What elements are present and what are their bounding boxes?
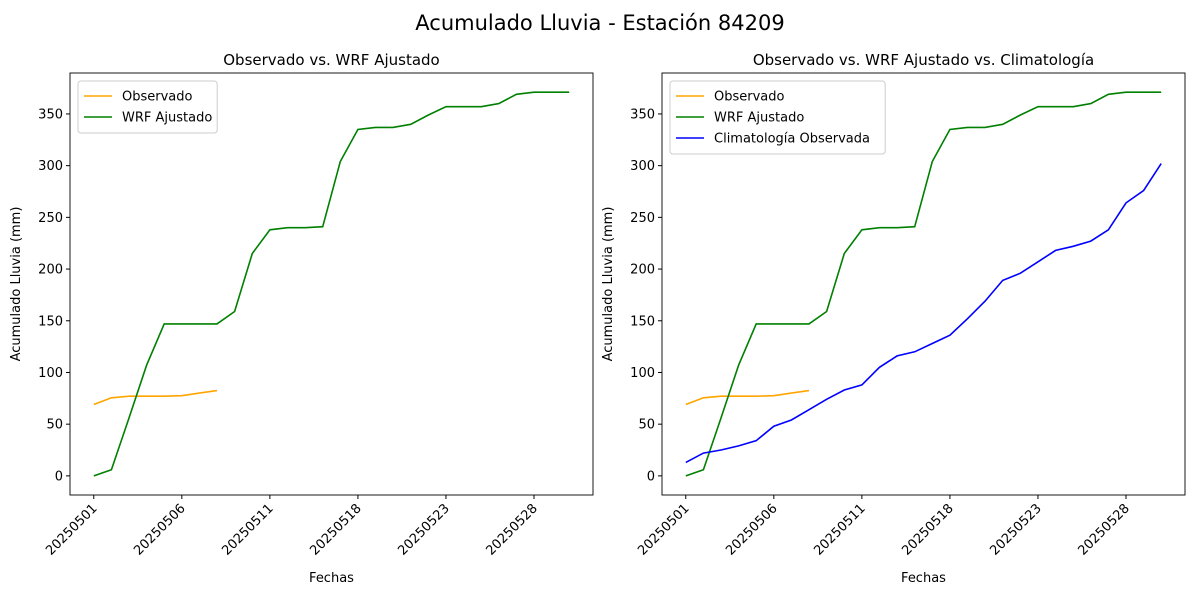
y-tick-label: 350 <box>630 107 655 122</box>
y-tick-label: 50 <box>46 418 63 433</box>
series-line <box>685 163 1162 464</box>
series-line <box>93 91 570 477</box>
y-tick-label: 150 <box>38 314 63 329</box>
legend-label: Observado <box>122 90 193 105</box>
x-tick-label: 20250501 <box>635 501 692 558</box>
legend-label: Climatología Observada <box>714 132 870 147</box>
axes-frame <box>661 72 1186 496</box>
x-axis-label: Fechas <box>309 571 354 586</box>
x-tick-label: 20250506 <box>723 501 780 558</box>
legend-label: Observado <box>714 90 785 105</box>
y-tick-label: 350 <box>38 107 63 122</box>
y-tick-label: 150 <box>630 314 655 329</box>
y-tick-label: 300 <box>630 159 655 174</box>
y-tick-label: 100 <box>38 366 63 381</box>
x-tick-label: 20250501 <box>43 501 100 558</box>
x-tick-label: 20250528 <box>1075 501 1132 558</box>
legend-box <box>669 80 886 155</box>
x-tick-label: 20250506 <box>131 501 188 558</box>
x-tick-label: 20250523 <box>987 501 1044 558</box>
suptitle: Acumulado Lluvia - Estación 84209 <box>415 11 784 35</box>
x-tick-label: 20250528 <box>483 501 540 558</box>
x-tick-label: 20250511 <box>219 501 276 558</box>
y-tick-label: 0 <box>647 469 655 484</box>
y-tick-label: 250 <box>630 211 655 226</box>
series-line <box>685 389 810 406</box>
x-tick-label: 20250511 <box>811 501 868 558</box>
y-tick-label: 0 <box>55 469 63 484</box>
legend-label: WRF Ajustado <box>122 111 212 126</box>
x-tick-label: 20250523 <box>395 501 452 558</box>
x-axis-label: Fechas <box>901 571 946 586</box>
x-tick-label: 20250518 <box>899 501 956 558</box>
series-line <box>93 389 218 406</box>
axes-title: Observado vs. WRF Ajustado vs. Climatolo… <box>753 51 1094 69</box>
y-tick-label: 50 <box>638 418 655 433</box>
axes-title: Observado vs. WRF Ajustado <box>223 51 439 69</box>
y-tick-label: 300 <box>38 159 63 174</box>
y-axis-label: Acumulado Lluvia (mm) <box>601 207 616 362</box>
y-tick-label: 100 <box>630 366 655 381</box>
y-axis-label: Acumulado Lluvia (mm) <box>9 207 24 362</box>
series-line <box>685 91 1162 477</box>
x-tick-label: 20250518 <box>307 501 364 558</box>
axes-frame <box>69 72 594 496</box>
y-tick-label: 200 <box>38 263 63 278</box>
legend-box <box>77 80 218 134</box>
legend-label: WRF Ajustado <box>714 111 804 126</box>
y-tick-label: 250 <box>38 211 63 226</box>
y-tick-label: 200 <box>630 263 655 278</box>
